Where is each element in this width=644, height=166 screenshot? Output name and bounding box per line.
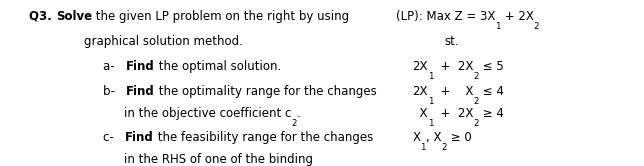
Text: ≤ 5: ≤ 5	[479, 60, 504, 73]
Text: in the RHS of one of the binding: in the RHS of one of the binding	[124, 153, 312, 166]
Text: 2: 2	[534, 22, 539, 31]
Text: Find: Find	[126, 85, 155, 98]
Text: 1: 1	[428, 72, 433, 81]
Text: in the objective coefficient c: in the objective coefficient c	[124, 107, 291, 120]
Text: +  2X: + 2X	[433, 107, 473, 120]
Text: 1: 1	[420, 143, 426, 152]
Text: ≤ 4: ≤ 4	[479, 85, 504, 98]
Text: Find: Find	[125, 131, 154, 144]
Text: 1: 1	[428, 97, 433, 106]
Text: 2: 2	[473, 72, 479, 81]
Text: Find: Find	[126, 60, 155, 73]
Text: 2X: 2X	[412, 85, 428, 98]
Text: the given LP problem on the right by using: the given LP problem on the right by usi…	[92, 10, 349, 23]
Text: (LP): Max Z = 3X: (LP): Max Z = 3X	[396, 10, 495, 23]
Text: 2: 2	[473, 97, 479, 106]
Text: 2: 2	[291, 119, 296, 128]
Text: the optimality range for the changes: the optimality range for the changes	[155, 85, 377, 98]
Text: 2: 2	[441, 143, 447, 152]
Text: a-: a-	[103, 60, 126, 73]
Text: Solve: Solve	[56, 10, 92, 23]
Text: st.: st.	[444, 35, 459, 48]
Text: 2: 2	[473, 119, 479, 128]
Text: the feasibility range for the changes: the feasibility range for the changes	[154, 131, 373, 144]
Text: 1: 1	[428, 119, 433, 128]
Text: , X: , X	[426, 131, 441, 144]
Text: 2X: 2X	[412, 60, 428, 73]
Text: X: X	[412, 131, 420, 144]
Text: Q3.: Q3.	[29, 10, 56, 23]
Text: + 2X: + 2X	[501, 10, 534, 23]
Text: ≥ 0: ≥ 0	[447, 131, 471, 144]
Text: .: .	[296, 107, 300, 120]
Text: c-: c-	[103, 131, 125, 144]
Text: +    X: + X	[433, 85, 473, 98]
Text: +  2X: + 2X	[433, 60, 473, 73]
Text: ≥ 4: ≥ 4	[479, 107, 504, 120]
Text: the optimal solution.: the optimal solution.	[155, 60, 281, 73]
Text: X: X	[412, 107, 428, 120]
Text: 1: 1	[495, 22, 501, 31]
Text: graphical solution method.: graphical solution method.	[84, 35, 243, 48]
Text: b-: b-	[103, 85, 126, 98]
